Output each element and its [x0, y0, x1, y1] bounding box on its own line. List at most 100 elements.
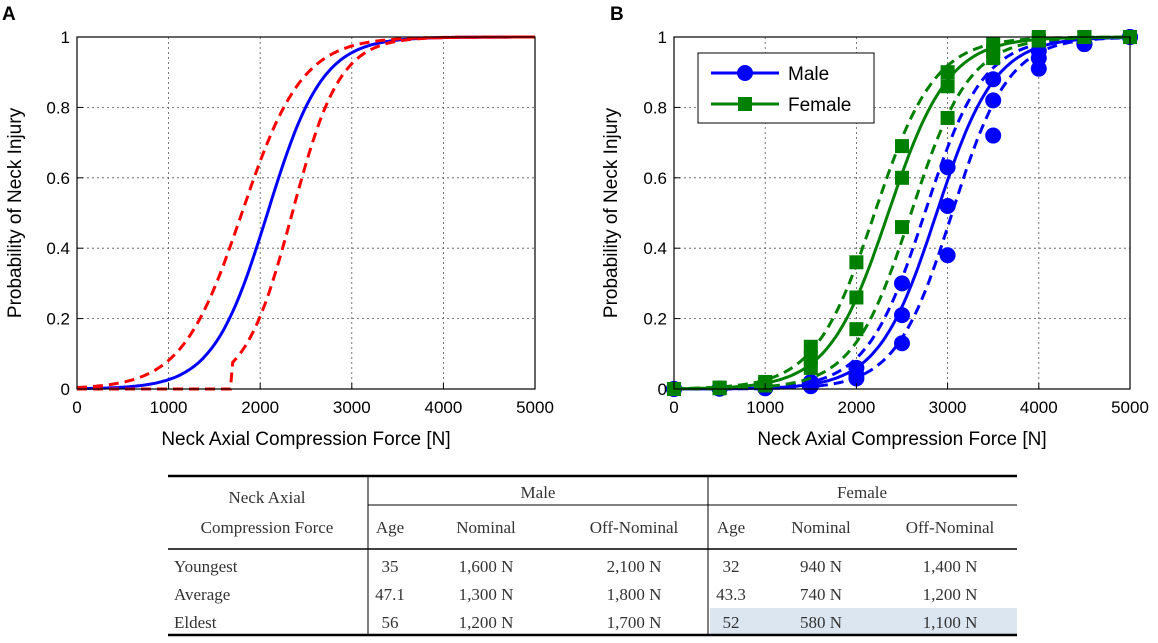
panel-a-letter: A [2, 4, 16, 25]
column-header: Nominal [791, 518, 851, 537]
panel-b-x-label: Neck Axial Compression Force [N] [757, 429, 1046, 450]
female-data-point [849, 322, 864, 337]
x-tick-label: 3000 [929, 398, 967, 417]
y-tick-label: 0.6 [46, 169, 70, 188]
y-tick-label: 0.6 [643, 169, 667, 188]
table-cell: 35 [382, 557, 399, 576]
table-cell: 1,200 N [923, 585, 978, 604]
y-tick-label: 0.2 [643, 310, 667, 329]
series-curve-1 [76, 35, 535, 389]
male-data-point [894, 335, 910, 352]
series-curve-0 [76, 35, 535, 391]
panel-a-x-ticks: 0 1000 2000 3000 4000 5000 [72, 383, 554, 417]
male-data-point [985, 71, 1002, 88]
panel-b-letter: B [610, 4, 624, 25]
y-tick-label: 0.2 [46, 310, 70, 329]
legend-box [697, 52, 875, 124]
x-tick-label: 2000 [241, 398, 279, 417]
female-data-point [940, 79, 955, 94]
panel-b-frame [673, 36, 1131, 390]
panel-b-x-ticks: 0 1000 2000 3000 4000 5000 [669, 383, 1149, 417]
table-cell: 56 [382, 613, 399, 632]
table-cell: 1,800 N [607, 585, 662, 604]
legend-male-label: Male [788, 64, 829, 85]
x-tick-label: 4000 [424, 398, 462, 417]
row-label: Youngest [174, 557, 238, 576]
force-table: Neck Axial Compression Force Male Female… [168, 474, 1017, 637]
female-curve-5 [674, 35, 1130, 391]
y-tick-label: 0.4 [46, 239, 70, 258]
x-tick-label: 3000 [333, 398, 371, 417]
column-header: Off-Nominal [906, 518, 995, 537]
x-tick-label: 0 [669, 398, 678, 417]
column-headers: Age Nominal Off-Nominal Age Nominal Off-Nomin… [376, 518, 995, 537]
table-cell: 1,400 N [923, 557, 978, 576]
male-data-point [939, 159, 956, 176]
x-tick-label: 5000 [516, 398, 554, 417]
female-data-point [986, 51, 1001, 66]
row-label: Eldest [174, 613, 217, 632]
row-header-line2: Compression Force [201, 518, 334, 537]
panel-b: B 0 1000 2000 3000 4000 5000 0 0.2 0.4 0.6 0.8 1 N… [601, 4, 1149, 450]
y-tick-label: 1 [61, 28, 70, 47]
y-tick-label: 0.4 [643, 239, 667, 258]
table-cell: 580 N [800, 613, 842, 632]
table-cell: 43.3 [716, 585, 746, 604]
male-data-point [1030, 60, 1047, 77]
female-data-point [712, 381, 727, 396]
table-row: Youngest 35 1,600 N 2,100 N 32 940 N 1,400 N [174, 557, 977, 576]
female-data-point [895, 220, 909, 235]
table-body: Youngest 35 1,600 N 2,100 N 32 940 N 1,400 N Av… [174, 557, 977, 632]
panel-a-x-label: Neck Axial Compression Force [N] [161, 429, 450, 450]
male-data-point [985, 127, 1002, 144]
x-tick-label: 1000 [746, 398, 784, 417]
column-header: Age [376, 518, 404, 537]
x-tick-label: 4000 [1020, 398, 1058, 417]
table-cell: 940 N [800, 557, 842, 576]
table-cell: 1,200 N [459, 613, 514, 632]
panel-a-y-ticks: 0 0.2 0.4 0.6 0.8 1 [46, 28, 83, 399]
y-tick-label: 0 [658, 380, 667, 399]
female-data-point [803, 360, 818, 375]
panel-b-curves [666, 29, 1138, 397]
table-row: Average 47.1 1,300 N 1,800 N 43.3 740 N 1,200 … [174, 585, 977, 604]
table-cell: 1,300 N [459, 585, 514, 604]
male-data-point [802, 378, 819, 395]
row-label: Average [174, 585, 230, 604]
male-data-point [894, 275, 910, 292]
male-data-point [939, 247, 956, 264]
column-header: Off-Nominal [590, 518, 679, 537]
group-female-header: Female [837, 483, 887, 502]
table-cell: 740 N [800, 585, 842, 604]
panel-b-legend: Male Female [697, 52, 875, 124]
panel-a-grid [77, 37, 535, 389]
female-data-point [849, 255, 864, 270]
group-male-header: Male [521, 483, 556, 502]
table-cell: 47.1 [375, 585, 405, 604]
female-data-point [803, 339, 818, 354]
panel-a-frame [76, 36, 536, 390]
table-cell: 1,600 N [459, 557, 514, 576]
female-data-point [849, 290, 864, 305]
y-tick-label: 0 [61, 380, 70, 399]
highlighted-cells [710, 608, 1017, 635]
female-data-point [1031, 33, 1046, 48]
legend-female-marker [738, 97, 752, 111]
table-cell: 52 [723, 613, 740, 632]
x-tick-label: 5000 [1111, 398, 1149, 417]
panel-b-y-label: Probability of Neck Injury [601, 107, 622, 318]
x-tick-label: 1000 [150, 398, 188, 417]
x-tick-label: 0 [72, 398, 81, 417]
table-cell: 32 [723, 557, 740, 576]
male-data-point [985, 92, 1002, 109]
table-cell: 1,700 N [607, 613, 662, 632]
column-header: Nominal [456, 518, 516, 537]
series-curve-2 [77, 35, 535, 391]
y-tick-label: 0.8 [643, 98, 667, 117]
y-tick-label: 1 [658, 28, 667, 47]
x-tick-label: 2000 [837, 398, 875, 417]
table-cell: 1,100 N [923, 613, 978, 632]
panel-b-y-ticks: 0 0.2 0.4 0.6 0.8 1 [643, 28, 680, 399]
male-data-point [894, 307, 910, 324]
